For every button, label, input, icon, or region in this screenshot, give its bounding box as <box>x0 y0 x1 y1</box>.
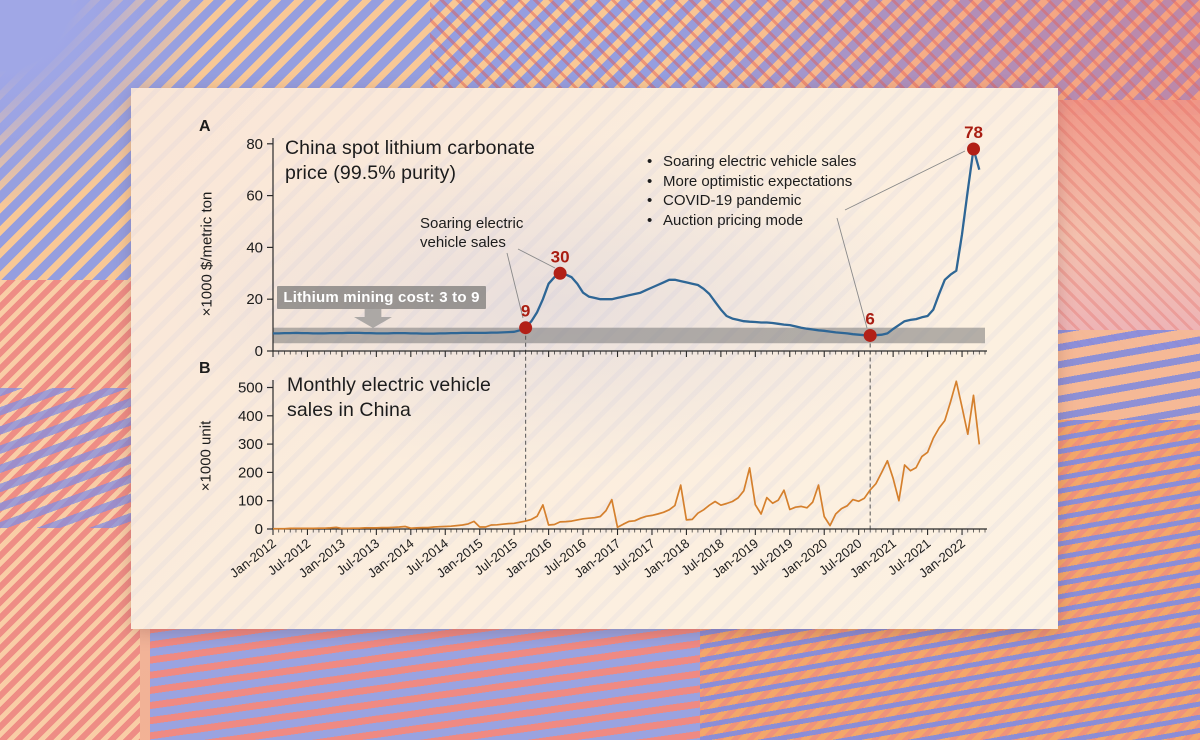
background-pattern <box>0 388 132 528</box>
callout-bullet: More optimistic expectations <box>645 172 875 192</box>
svg-text:200: 200 <box>238 464 263 481</box>
callout-bullet: COVID-19 pandemic <box>645 191 875 211</box>
svg-text:60: 60 <box>246 188 263 205</box>
price-y-axis-label: ×1000 $/metric ton <box>198 191 216 317</box>
svg-text:400: 400 <box>238 408 263 425</box>
svg-text:100: 100 <box>238 493 263 510</box>
callout-soaring-ev-sales: Soaring electric vehicle sales <box>420 215 524 251</box>
subpanel-label-a: A <box>199 118 211 135</box>
ev-y-axis-label: ×1000 unit <box>197 420 215 492</box>
figure-panel: 0 20 40 60 80 0 100 200 300 400 500 Jan-2012 Jul-201… <box>131 88 1058 629</box>
price-chart-title: China spot lithium carbonate price (99.5… <box>285 137 535 184</box>
svg-text:500: 500 <box>238 380 263 397</box>
svg-text:78: 78 <box>964 123 983 142</box>
svg-text:300: 300 <box>238 436 263 453</box>
svg-text:30: 30 <box>551 247 570 266</box>
svg-text:9: 9 <box>521 302 530 321</box>
svg-text:20: 20 <box>246 291 263 308</box>
svg-text:80: 80 <box>246 136 263 153</box>
svg-text:6: 6 <box>865 309 874 328</box>
price-spike-reasons-list: Soaring electric vehicle sales More opti… <box>645 152 875 230</box>
callout-bullet: Soaring electric vehicle sales <box>645 152 875 172</box>
svg-text:0: 0 <box>255 521 263 538</box>
svg-text:0: 0 <box>255 343 263 360</box>
ev-chart-title: Monthly electric vehicle sales in China <box>287 374 491 421</box>
subpanel-label-b: B <box>199 360 211 377</box>
price-and-ev-sales-chart: 0204060800100200300400500Jan-2012Jul-201… <box>227 123 987 581</box>
callout-bullet: Auction pricing mode <box>645 211 875 231</box>
mining-cost-band-label: Lithium mining cost: 3 to 9 <box>277 286 486 309</box>
svg-text:40: 40 <box>246 239 263 256</box>
background-pattern <box>1040 100 1200 350</box>
